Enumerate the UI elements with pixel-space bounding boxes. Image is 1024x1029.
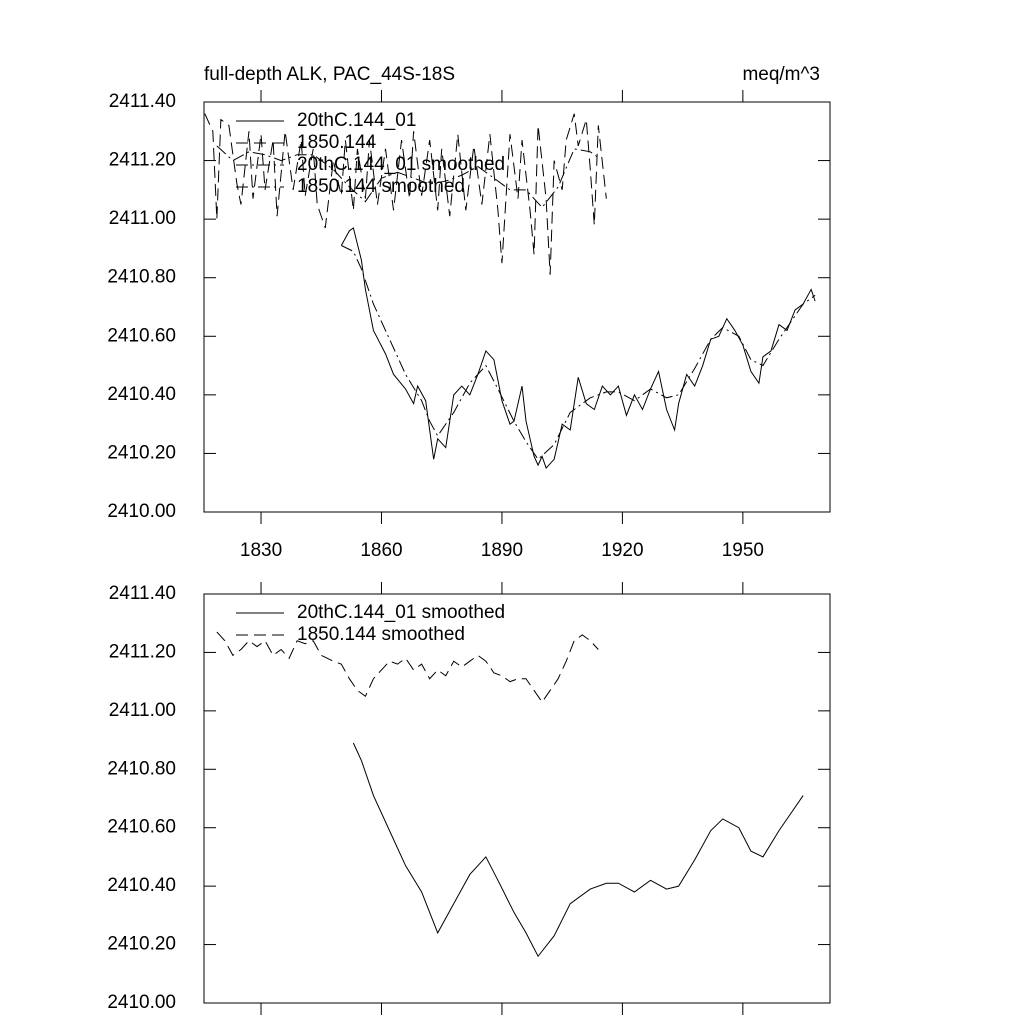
x-tick-label: 1830: [240, 540, 282, 561]
y-tick-label: 2410.40: [107, 875, 176, 896]
y-tick-label: 2411.20: [109, 150, 176, 171]
chart-title: full-depth ALK, PAC_44S-18S: [204, 64, 455, 85]
y-tick-label: 2410.80: [107, 267, 176, 288]
y-tick-label: 2411.00: [109, 700, 176, 721]
series-line: [352, 742, 804, 958]
legend-label: 1850.144 smoothed: [297, 176, 465, 197]
y-tick-label: 2410.40: [107, 384, 176, 405]
series-line: [340, 227, 816, 470]
x-tick-label: 1890: [481, 540, 523, 561]
y-tick-label: 2410.00: [107, 992, 176, 1013]
y-tick-label: 2410.60: [107, 325, 176, 346]
y-tick-label: 2410.20: [107, 442, 176, 463]
legend-label: 1850.144 smoothed: [297, 624, 465, 645]
y-tick-label: 2410.20: [107, 934, 176, 955]
y-tick-label: 2410.60: [107, 817, 176, 838]
x-tick-label: 1920: [601, 540, 643, 561]
x-tick-label: 1860: [360, 540, 402, 561]
series-line: [216, 145, 599, 209]
legend-label: 20thC.144_01 smoothed: [297, 154, 505, 175]
x-tick-label: 1950: [722, 540, 764, 561]
y-tick-label: 2411.40: [109, 583, 176, 604]
y-tick-label: 2410.00: [107, 501, 176, 522]
y-tick-label: 2411.40: [109, 91, 176, 112]
legend-label: 20thC.144_01 smoothed: [297, 602, 505, 623]
legend-label: 1850.144: [297, 132, 377, 153]
series-line: [341, 245, 816, 461]
plot-frame: [203, 101, 831, 513]
plot-frame: [203, 593, 831, 1004]
y-tick-label: 2411.20: [109, 641, 176, 662]
y-tick-label: 2410.80: [107, 758, 176, 779]
series-line: [216, 631, 599, 703]
y-tick-label: 2411.00: [109, 208, 176, 229]
unit-label: meq/m^3: [742, 64, 820, 85]
legend-label: 20thC.144_01: [297, 110, 416, 131]
